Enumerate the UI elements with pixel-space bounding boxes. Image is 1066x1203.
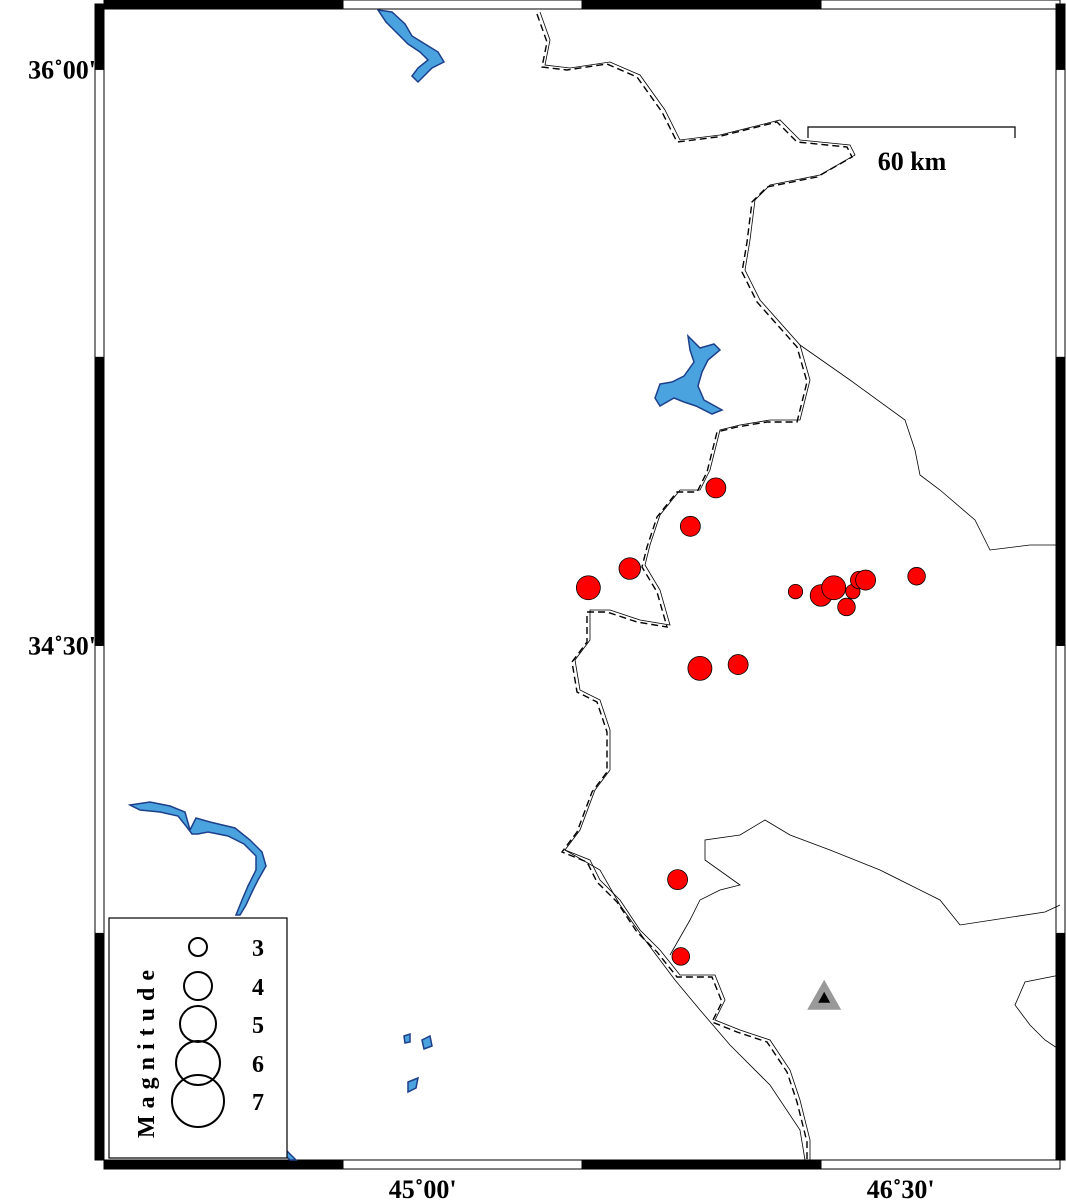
legend-label: 7 (252, 1090, 264, 1116)
frame-segment (94, 644, 105, 934)
earthquake-event (837, 597, 856, 617)
legend-box (108, 917, 288, 1159)
earthquake-event (671, 947, 690, 966)
lake-small-2 (421, 1034, 433, 1051)
lake-small-1 (403, 1032, 411, 1044)
legend-label: 6 (252, 1052, 264, 1078)
earthquake-event (855, 569, 877, 591)
earthquake-event (667, 869, 688, 891)
legend-circle (175, 1040, 221, 1086)
frame-segment (94, 356, 105, 646)
legend-circle (171, 1074, 225, 1128)
station-marker (807, 979, 842, 1010)
x-tick-label: 45˚00' (389, 1175, 457, 1203)
frame-segment (1055, 68, 1066, 358)
frame-segment (1055, 932, 1066, 1161)
frame-segment (581, 0, 822, 10)
lakes-and-rivers (127, 9, 724, 1161)
frame-segment (581, 1159, 822, 1170)
magnitude-legend: Magnitude 3 4 5 6 7 (108, 917, 288, 1159)
legend-circle (188, 937, 208, 957)
province-border-dashed (536, 13, 853, 1162)
x-tick-label: 46˚30' (867, 1175, 935, 1203)
frame-segment (1055, 3, 1066, 70)
scale-bar-line (807, 126, 1016, 138)
scale-bar-label: 60 km (878, 147, 947, 176)
province-border-southeast (1014, 974, 1061, 1051)
axis-labels: 45˚00' 46˚30' 36˚00' 34˚30' (28, 55, 935, 1203)
legend-label: 5 (252, 1013, 264, 1039)
earthquake-event (687, 656, 713, 681)
frame-segment (820, 0, 1061, 10)
earthquake-event (705, 477, 727, 499)
y-tick-label: 36˚00' (28, 55, 96, 84)
lake-central (654, 333, 724, 415)
earthquake-event (618, 557, 642, 580)
frame-segment (1055, 356, 1066, 646)
earthquake-events (575, 477, 926, 966)
frame-segment (342, 1159, 583, 1170)
province-border-southwest (564, 849, 806, 1161)
international-border-solid (539, 11, 856, 1160)
earthquake-event (907, 567, 926, 586)
earthquake-event (727, 654, 749, 675)
frame-segment (342, 0, 583, 10)
province-border-south (669, 819, 1061, 956)
legend-label: 4 (252, 975, 264, 1001)
earthquake-event (787, 584, 804, 600)
river-southwest (127, 801, 267, 916)
triangle-inner-icon (818, 991, 831, 1003)
earthquake-event (679, 515, 701, 537)
frame-segment (820, 1159, 1061, 1170)
frame-segment (94, 68, 105, 358)
earthquake-event (821, 575, 847, 601)
scale-bar: 60 km (807, 126, 1016, 176)
frame-segment (94, 3, 105, 70)
map-frame (94, 0, 1066, 1170)
legend-label: 3 (252, 936, 264, 962)
frame-segment (1055, 644, 1066, 934)
lake-north (376, 9, 446, 84)
province-border-east (799, 344, 1060, 551)
lake-small-3 (407, 1076, 420, 1094)
legend-title: Magnitude (134, 963, 160, 1138)
frame-segment (94, 932, 105, 1161)
earthquake-event (575, 575, 601, 601)
y-tick-label: 34˚30' (28, 631, 96, 660)
frame-segment (103, 1159, 344, 1170)
legend-circle (183, 971, 213, 1001)
borders (536, 11, 1061, 1162)
frame-segment (103, 0, 344, 10)
